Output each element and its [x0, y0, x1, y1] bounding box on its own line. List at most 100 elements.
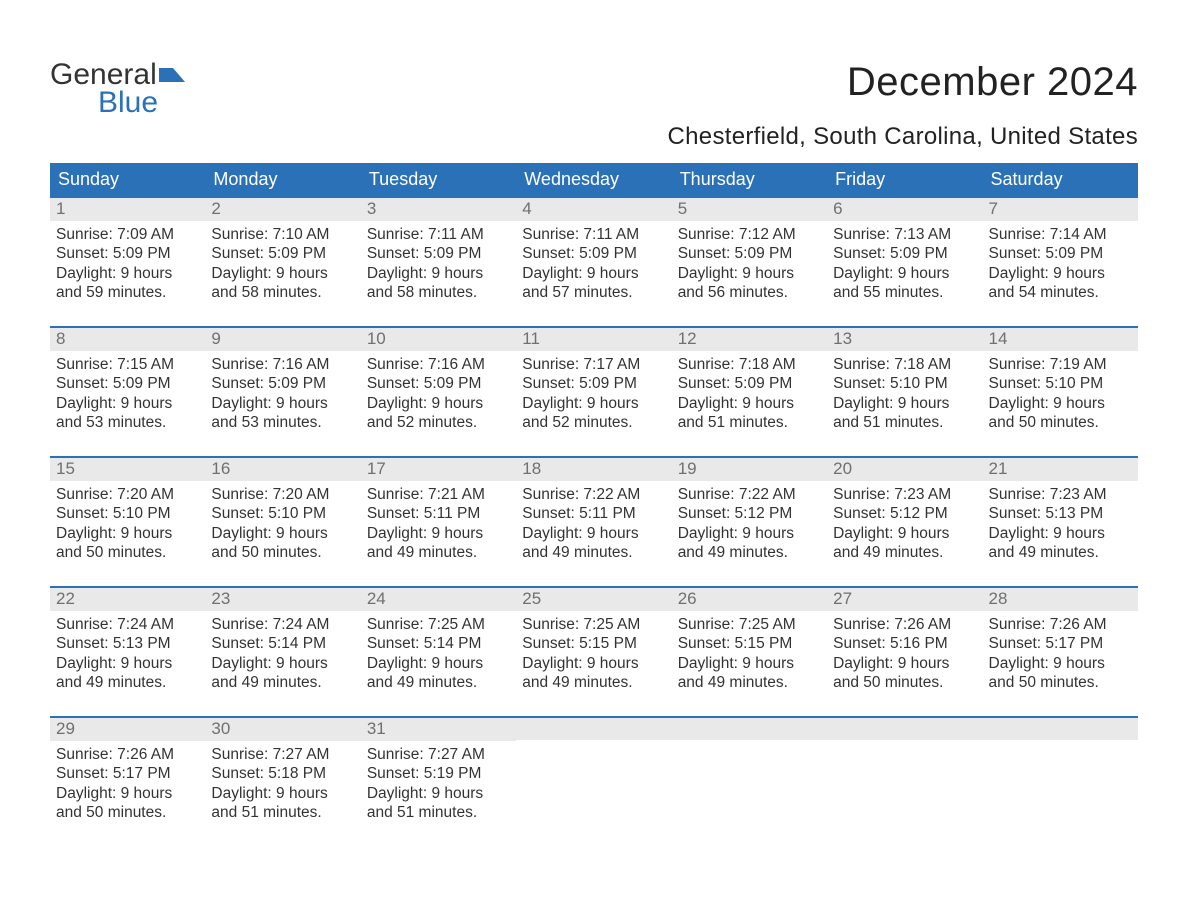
sunrise-line: Sunrise: 7:18 AM: [678, 355, 821, 374]
daylight2-line: and 55 minutes.: [833, 283, 976, 302]
cell-body: Sunrise: 7:12 AMSunset: 5:09 PMDaylight:…: [672, 221, 827, 311]
daylight1-line: Daylight: 9 hours: [989, 524, 1132, 543]
daylight2-line: and 50 minutes.: [833, 673, 976, 692]
cell-body: Sunrise: 7:23 AMSunset: 5:12 PMDaylight:…: [827, 481, 982, 571]
sunrise-line: Sunrise: 7:25 AM: [522, 615, 665, 634]
sunrise-line: Sunrise: 7:11 AM: [367, 225, 510, 244]
sunrise-line: Sunrise: 7:14 AM: [989, 225, 1132, 244]
daylight2-line: and 49 minutes.: [522, 673, 665, 692]
daylight2-line: and 52 minutes.: [522, 413, 665, 432]
sunrise-line: Sunrise: 7:23 AM: [833, 485, 976, 504]
sunset-line: Sunset: 5:14 PM: [211, 634, 354, 653]
daylight2-line: and 50 minutes.: [989, 673, 1132, 692]
daylight2-line: and 51 minutes.: [833, 413, 976, 432]
day-number: 18: [516, 458, 671, 481]
sunset-line: Sunset: 5:12 PM: [678, 504, 821, 523]
calendar-cell: 1Sunrise: 7:09 AMSunset: 5:09 PMDaylight…: [50, 198, 205, 326]
sunrise-line: Sunrise: 7:26 AM: [989, 615, 1132, 634]
day-number: 6: [827, 198, 982, 221]
calendar-cell: 26Sunrise: 7:25 AMSunset: 5:15 PMDayligh…: [672, 588, 827, 716]
daylight2-line: and 49 minutes.: [56, 673, 199, 692]
weekday-header: Thursday: [672, 163, 827, 196]
calendar: Sunday Monday Tuesday Wednesday Thursday…: [50, 163, 1138, 846]
sunset-line: Sunset: 5:09 PM: [56, 374, 199, 393]
sunset-line: Sunset: 5:17 PM: [989, 634, 1132, 653]
cell-body: Sunrise: 7:26 AMSunset: 5:17 PMDaylight:…: [50, 741, 205, 831]
daylight1-line: Daylight: 9 hours: [833, 654, 976, 673]
calendar-header-row: Sunday Monday Tuesday Wednesday Thursday…: [50, 163, 1138, 196]
day-number: 2: [205, 198, 360, 221]
weekday-header: Wednesday: [516, 163, 671, 196]
daylight1-line: Daylight: 9 hours: [211, 524, 354, 543]
daylight1-line: Daylight: 9 hours: [211, 784, 354, 803]
calendar-cell: 12Sunrise: 7:18 AMSunset: 5:09 PMDayligh…: [672, 328, 827, 456]
sunset-line: Sunset: 5:12 PM: [833, 504, 976, 523]
daylight1-line: Daylight: 9 hours: [833, 264, 976, 283]
cell-body: Sunrise: 7:25 AMSunset: 5:15 PMDaylight:…: [672, 611, 827, 701]
cell-body: Sunrise: 7:18 AMSunset: 5:10 PMDaylight:…: [827, 351, 982, 441]
cell-body: Sunrise: 7:26 AMSunset: 5:17 PMDaylight:…: [983, 611, 1138, 701]
sunrise-line: Sunrise: 7:21 AM: [367, 485, 510, 504]
cell-body: Sunrise: 7:09 AMSunset: 5:09 PMDaylight:…: [50, 221, 205, 311]
sunset-line: Sunset: 5:14 PM: [367, 634, 510, 653]
calendar-cell: 25Sunrise: 7:25 AMSunset: 5:15 PMDayligh…: [516, 588, 671, 716]
day-number: 4: [516, 198, 671, 221]
calendar-cell: 30Sunrise: 7:27 AMSunset: 5:18 PMDayligh…: [205, 718, 360, 846]
sunrise-line: Sunrise: 7:24 AM: [56, 615, 199, 634]
day-number: 5: [672, 198, 827, 221]
daylight2-line: and 49 minutes.: [989, 543, 1132, 562]
daylight2-line: and 54 minutes.: [989, 283, 1132, 302]
weekday-header: Friday: [827, 163, 982, 196]
sunset-line: Sunset: 5:10 PM: [989, 374, 1132, 393]
sunset-line: Sunset: 5:09 PM: [522, 244, 665, 263]
calendar-cell: 18Sunrise: 7:22 AMSunset: 5:11 PMDayligh…: [516, 458, 671, 586]
sunrise-line: Sunrise: 7:18 AM: [833, 355, 976, 374]
cell-body: Sunrise: 7:20 AMSunset: 5:10 PMDaylight:…: [50, 481, 205, 571]
day-number: 30: [205, 718, 360, 741]
sunrise-line: Sunrise: 7:09 AM: [56, 225, 199, 244]
day-number: 25: [516, 588, 671, 611]
daylight2-line: and 51 minutes.: [211, 803, 354, 822]
calendar-cell: 21Sunrise: 7:23 AMSunset: 5:13 PMDayligh…: [983, 458, 1138, 586]
weekday-header: Saturday: [983, 163, 1138, 196]
daylight1-line: Daylight: 9 hours: [522, 654, 665, 673]
calendar-cell: 27Sunrise: 7:26 AMSunset: 5:16 PMDayligh…: [827, 588, 982, 716]
daylight2-line: and 58 minutes.: [211, 283, 354, 302]
daylight1-line: Daylight: 9 hours: [56, 524, 199, 543]
daylight2-line: and 49 minutes.: [367, 673, 510, 692]
weekday-header: Tuesday: [361, 163, 516, 196]
month-title: December 2024: [668, 60, 1138, 105]
sunrise-line: Sunrise: 7:10 AM: [211, 225, 354, 244]
daylight1-line: Daylight: 9 hours: [989, 394, 1132, 413]
empty-day-bar: [672, 718, 827, 740]
weekday-header: Sunday: [50, 163, 205, 196]
calendar-cell: 19Sunrise: 7:22 AMSunset: 5:12 PMDayligh…: [672, 458, 827, 586]
calendar-cell: 2Sunrise: 7:10 AMSunset: 5:09 PMDaylight…: [205, 198, 360, 326]
calendar-cell: 13Sunrise: 7:18 AMSunset: 5:10 PMDayligh…: [827, 328, 982, 456]
weekday-header: Monday: [205, 163, 360, 196]
logo: General Blue: [50, 60, 185, 118]
day-number: 11: [516, 328, 671, 351]
sunrise-line: Sunrise: 7:27 AM: [211, 745, 354, 764]
calendar-cell: [672, 718, 827, 846]
sunrise-line: Sunrise: 7:13 AM: [833, 225, 976, 244]
day-number: 14: [983, 328, 1138, 351]
sunset-line: Sunset: 5:13 PM: [56, 634, 199, 653]
sunrise-line: Sunrise: 7:19 AM: [989, 355, 1132, 374]
day-number: 29: [50, 718, 205, 741]
cell-body: Sunrise: 7:19 AMSunset: 5:10 PMDaylight:…: [983, 351, 1138, 441]
sunrise-line: Sunrise: 7:26 AM: [833, 615, 976, 634]
empty-day-bar: [983, 718, 1138, 740]
sunset-line: Sunset: 5:09 PM: [833, 244, 976, 263]
cell-body: Sunrise: 7:23 AMSunset: 5:13 PMDaylight:…: [983, 481, 1138, 571]
day-number: 26: [672, 588, 827, 611]
daylight1-line: Daylight: 9 hours: [678, 654, 821, 673]
sunset-line: Sunset: 5:16 PM: [833, 634, 976, 653]
daylight2-line: and 53 minutes.: [56, 413, 199, 432]
calendar-cell: 7Sunrise: 7:14 AMSunset: 5:09 PMDaylight…: [983, 198, 1138, 326]
day-number: 7: [983, 198, 1138, 221]
calendar-cell: 23Sunrise: 7:24 AMSunset: 5:14 PMDayligh…: [205, 588, 360, 716]
daylight2-line: and 50 minutes.: [989, 413, 1132, 432]
day-number: 12: [672, 328, 827, 351]
cell-body: Sunrise: 7:24 AMSunset: 5:13 PMDaylight:…: [50, 611, 205, 701]
